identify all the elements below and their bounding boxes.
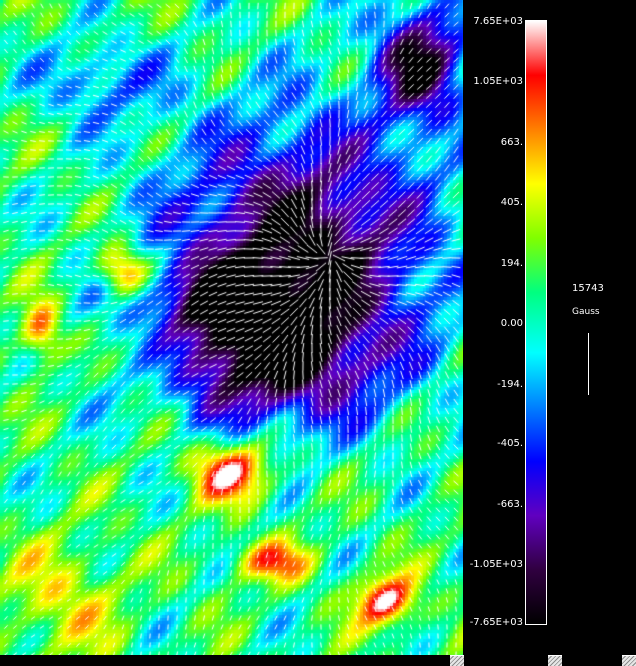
- colorbar-tick-label: 7.65E+03: [473, 16, 523, 27]
- colorbar-tick-label: 194.: [500, 258, 523, 269]
- vector-magnetogram-map[interactable]: [0, 0, 463, 655]
- colorbar-tick-label: 405.: [500, 197, 523, 208]
- colorbar-tick-label: 1.05E+03: [473, 76, 523, 87]
- resize-grip-icon[interactable]: [450, 655, 464, 666]
- colorbar-tick-label: -7.65E+03: [469, 617, 523, 628]
- colorbar-tick-label: 0.00: [500, 318, 523, 329]
- colorbar-tick-label: -663.: [497, 499, 523, 510]
- arrow-scale-unit: Gauss: [572, 307, 600, 317]
- reference-arrow: [588, 333, 589, 395]
- colorbar-tick-label: -1.05E+03: [469, 559, 523, 570]
- resize-grip-icon[interactable]: [622, 655, 636, 666]
- colorbar-tick-label: 663.: [500, 137, 523, 148]
- colorbar-tick-label: -405.: [497, 438, 523, 449]
- colorbar-tick-label: -194.: [497, 379, 523, 390]
- resize-grip-icon[interactable]: [548, 655, 562, 666]
- colorbar: [525, 20, 547, 625]
- arrow-scale-value: 15743: [572, 283, 604, 294]
